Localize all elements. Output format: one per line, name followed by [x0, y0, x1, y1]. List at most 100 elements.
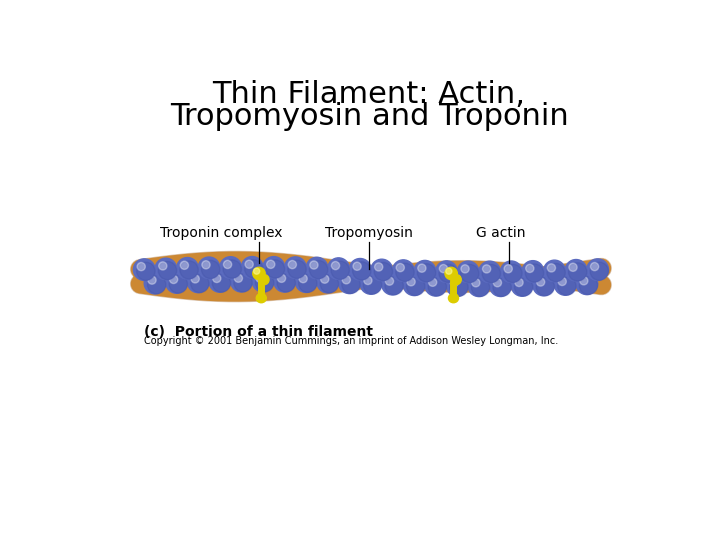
Circle shape [479, 261, 500, 283]
Circle shape [580, 276, 588, 285]
Circle shape [457, 261, 479, 282]
Circle shape [504, 265, 513, 273]
Circle shape [554, 274, 576, 295]
Circle shape [544, 260, 565, 282]
Circle shape [515, 278, 523, 287]
Circle shape [418, 264, 426, 272]
Circle shape [295, 271, 317, 293]
Ellipse shape [253, 267, 265, 280]
Circle shape [223, 260, 232, 268]
Circle shape [191, 274, 209, 293]
Circle shape [234, 274, 243, 282]
Circle shape [500, 261, 522, 282]
Circle shape [569, 263, 587, 281]
Circle shape [349, 259, 371, 280]
Circle shape [547, 264, 565, 282]
Circle shape [569, 263, 577, 272]
Circle shape [342, 276, 351, 284]
Circle shape [241, 256, 263, 278]
Circle shape [166, 272, 187, 293]
Circle shape [450, 278, 468, 296]
Circle shape [436, 261, 457, 282]
Circle shape [590, 262, 599, 271]
Circle shape [230, 271, 252, 292]
Circle shape [482, 265, 491, 273]
Circle shape [450, 279, 459, 287]
Circle shape [533, 274, 554, 296]
Circle shape [180, 261, 189, 269]
Text: Copyright © 2001 Benjamin Cummings, an imprint of Addison Wesley Longman, Inc.: Copyright © 2001 Benjamin Cummings, an i… [144, 336, 559, 346]
Circle shape [320, 275, 338, 293]
Circle shape [439, 264, 457, 282]
Circle shape [266, 260, 284, 278]
Circle shape [284, 257, 306, 279]
Circle shape [414, 260, 436, 282]
Circle shape [576, 273, 598, 295]
Circle shape [277, 274, 286, 282]
Circle shape [180, 261, 198, 279]
Circle shape [558, 278, 567, 286]
Circle shape [439, 265, 448, 273]
Circle shape [565, 260, 587, 281]
Circle shape [331, 261, 340, 269]
Circle shape [212, 274, 230, 292]
Ellipse shape [445, 267, 457, 280]
Circle shape [587, 259, 608, 280]
Circle shape [198, 257, 220, 279]
Text: Troponin complex: Troponin complex [161, 226, 283, 240]
Circle shape [558, 277, 576, 295]
Circle shape [428, 278, 446, 296]
Circle shape [288, 260, 306, 279]
Text: Thin Filament: Actin,: Thin Filament: Actin, [212, 80, 526, 109]
Circle shape [353, 262, 361, 271]
Circle shape [169, 275, 187, 293]
Circle shape [428, 278, 437, 286]
Circle shape [515, 278, 533, 296]
Circle shape [371, 259, 392, 281]
Circle shape [364, 276, 382, 294]
Circle shape [342, 275, 360, 294]
Circle shape [418, 264, 436, 282]
Circle shape [144, 272, 166, 294]
Circle shape [223, 260, 241, 278]
Circle shape [493, 279, 502, 287]
Circle shape [310, 261, 318, 269]
Circle shape [472, 278, 490, 296]
Circle shape [202, 261, 210, 269]
Circle shape [176, 258, 198, 279]
Circle shape [590, 262, 608, 280]
Circle shape [472, 279, 480, 287]
Ellipse shape [260, 275, 269, 285]
Circle shape [253, 268, 260, 274]
Circle shape [202, 260, 220, 279]
Text: Tropomyosin and Troponin: Tropomyosin and Troponin [170, 102, 568, 131]
Circle shape [256, 274, 264, 282]
Ellipse shape [449, 294, 459, 303]
Text: (c)  Portion of a thin filament: (c) Portion of a thin filament [144, 325, 373, 339]
Circle shape [461, 264, 479, 282]
Circle shape [385, 277, 394, 285]
Circle shape [536, 278, 545, 286]
Circle shape [526, 264, 534, 273]
Circle shape [158, 262, 167, 270]
Circle shape [306, 257, 328, 279]
Circle shape [256, 274, 274, 292]
Circle shape [493, 278, 511, 296]
Circle shape [446, 275, 468, 296]
Circle shape [299, 274, 317, 293]
Circle shape [468, 275, 490, 296]
Circle shape [187, 271, 209, 293]
Ellipse shape [256, 294, 266, 303]
Circle shape [148, 276, 156, 284]
Circle shape [274, 271, 295, 292]
Circle shape [212, 274, 221, 282]
Circle shape [209, 271, 230, 292]
Circle shape [396, 263, 414, 281]
Circle shape [191, 275, 199, 283]
Circle shape [245, 260, 253, 268]
Text: Tropomyosin: Tropomyosin [325, 226, 413, 240]
Circle shape [407, 277, 425, 295]
Circle shape [288, 260, 297, 269]
Circle shape [364, 276, 372, 285]
Circle shape [158, 261, 176, 280]
